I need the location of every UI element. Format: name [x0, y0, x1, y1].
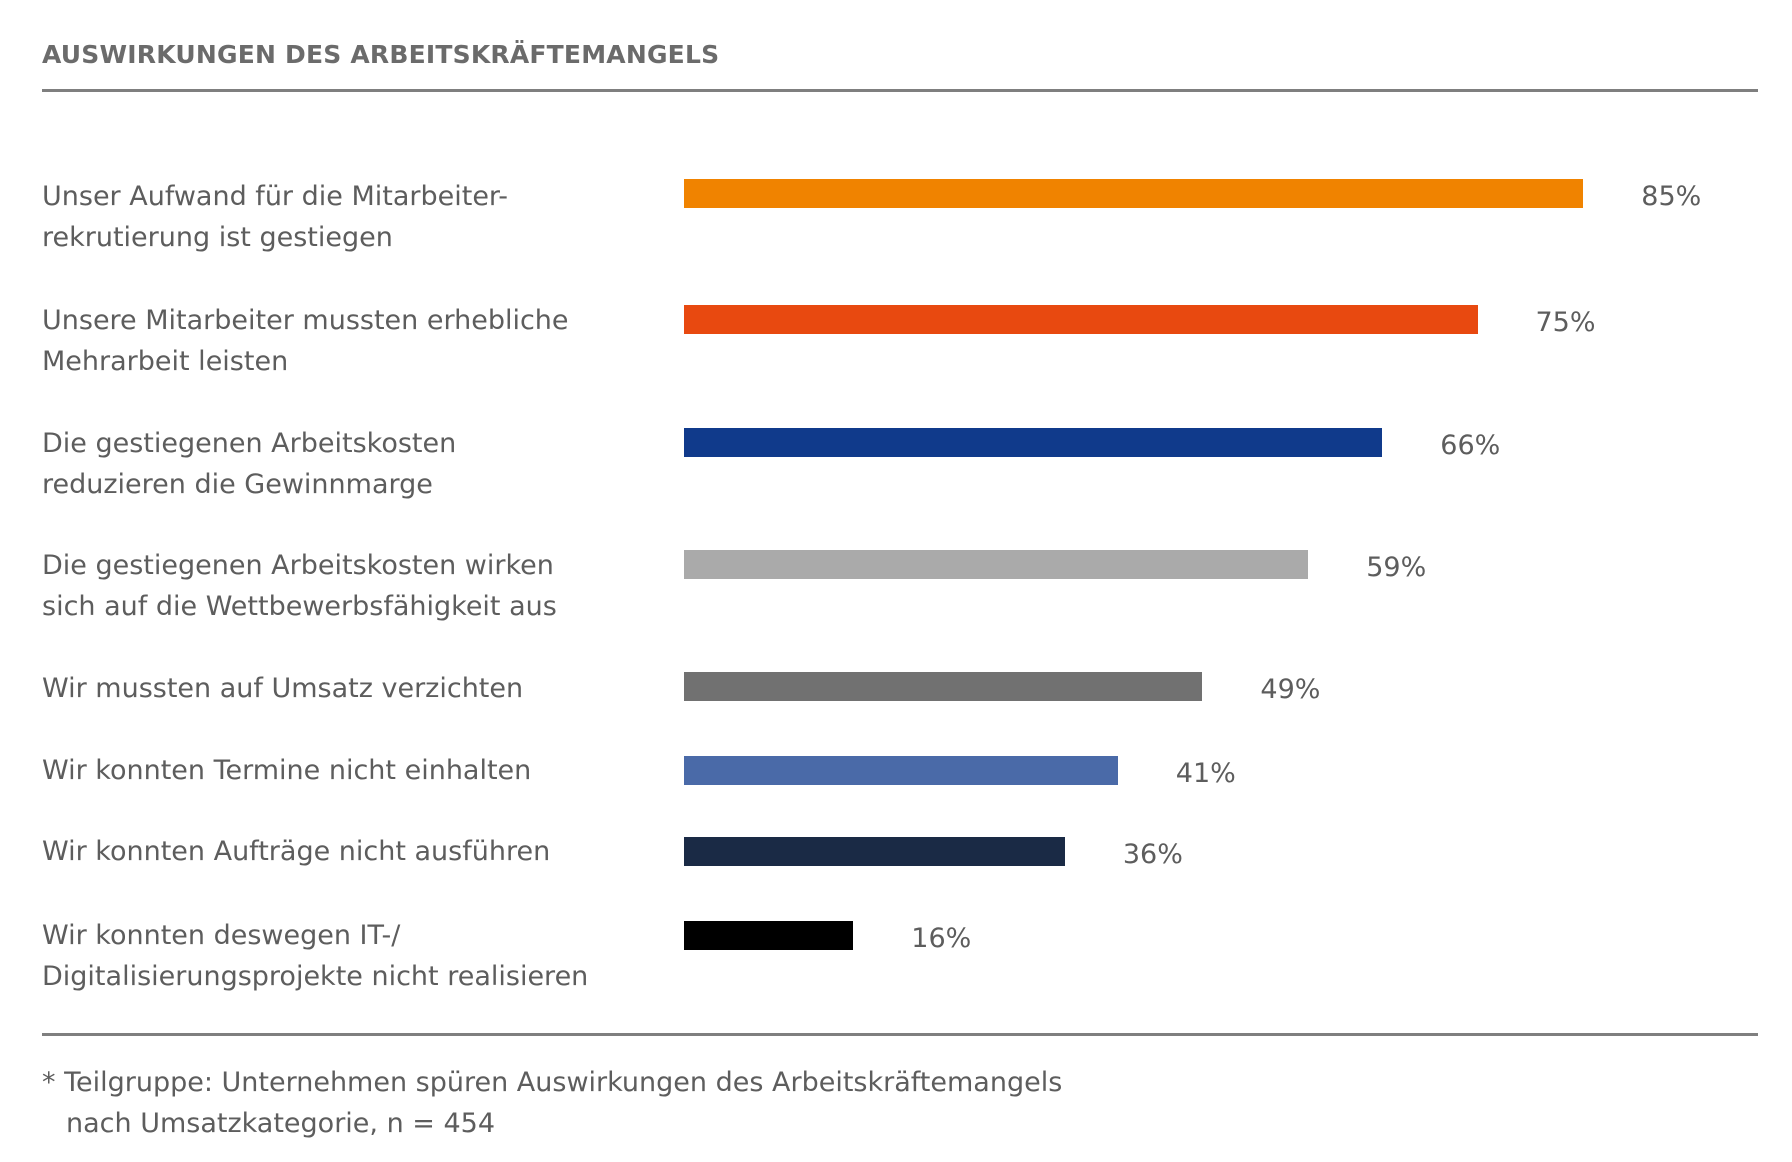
- value-label: 49%: [1260, 674, 1321, 705]
- category-label: Die gestiegenen Arbeitskosten wirken sic…: [42, 550, 557, 622]
- bar: [684, 672, 1203, 701]
- category-label: Wir konnten Aufträge nicht ausführen: [42, 836, 551, 867]
- value-label: 41%: [1175, 758, 1236, 789]
- category-label: Wir konnten Termine nicht einhalten: [42, 755, 532, 786]
- footnote-line-1: * Teilgruppe: Unternehmen spüren Auswirk…: [42, 1067, 1063, 1098]
- chart-title: AUSWIRKUNGEN DES ARBEITSKRÄFTEMANGELS: [42, 40, 720, 69]
- category-label: Wir mussten auf Umsatz verzichten: [42, 673, 524, 704]
- category-label: Die gestiegenen Arbeitskosten reduzieren…: [42, 428, 457, 500]
- value-label: 16%: [911, 923, 972, 954]
- value-label: 59%: [1366, 552, 1427, 583]
- top-divider: [42, 89, 1758, 92]
- bar: [684, 921, 854, 950]
- bar: [684, 305, 1478, 334]
- category-label: Unsere Mitarbeiter mussten erhebliche Me…: [42, 305, 569, 377]
- bar: [684, 756, 1118, 785]
- footnote: * Teilgruppe: Unternehmen spüren Auswirk…: [42, 1062, 1062, 1144]
- bar: [684, 837, 1065, 866]
- category-label: Unser Aufwand für die Mitarbeiter- rekru…: [42, 181, 509, 253]
- value-label: 85%: [1641, 181, 1702, 212]
- footnote-line-2: nach Umsatzkategorie, n = 454: [66, 1108, 496, 1139]
- bar: [684, 550, 1309, 579]
- value-label: 66%: [1440, 430, 1501, 461]
- bar: [684, 179, 1584, 208]
- category-label: Wir konnten deswegen IT-/ Digitalisierun…: [42, 920, 589, 992]
- value-label: 36%: [1122, 839, 1183, 870]
- value-label: 75%: [1535, 307, 1596, 338]
- bar: [684, 428, 1383, 457]
- bottom-divider: [42, 1033, 1758, 1036]
